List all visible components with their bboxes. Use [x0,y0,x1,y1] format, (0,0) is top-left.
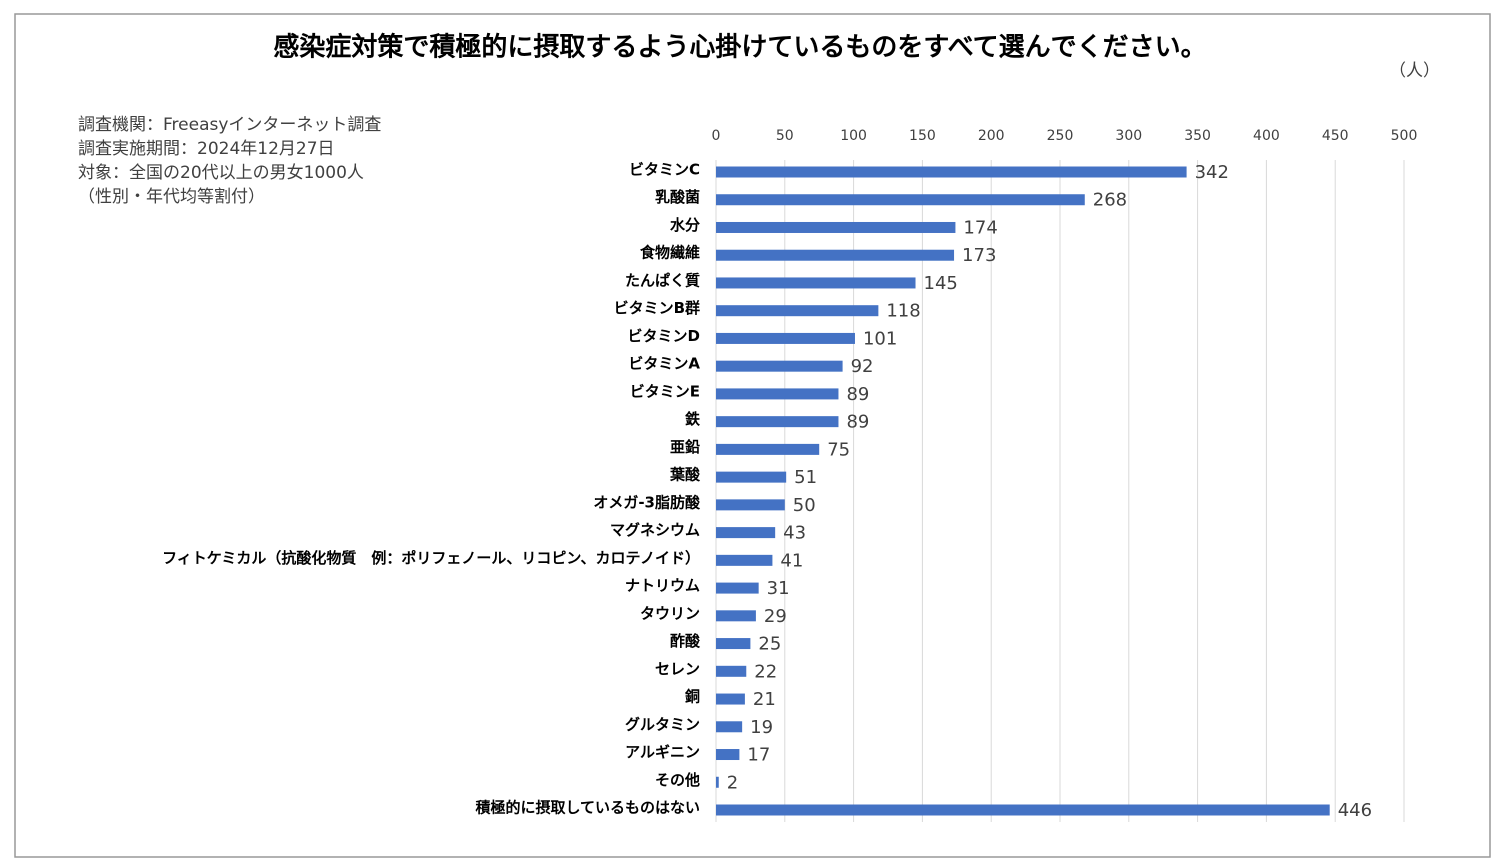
value-label: 174 [963,217,997,238]
category-label: 乳酸菌 [655,188,700,206]
value-label: 446 [1338,800,1372,821]
bar [716,471,787,483]
category-label: 水分 [670,216,700,234]
x-tick-label: 50 [776,128,794,144]
bar [716,638,751,650]
unit-label: （人） [1389,61,1440,81]
value-label: 342 [1195,162,1229,183]
x-tick-label: 300 [1115,128,1142,144]
bar [716,249,955,261]
category-label: グルタミン [625,715,700,733]
value-label: 50 [793,495,816,516]
category-label: アルギニン [625,743,700,761]
bar [716,443,820,455]
value-label: 41 [780,550,803,571]
x-tick-label: 100 [840,128,867,144]
category-label: オメガ-3脂肪酸 [593,493,701,511]
category-label: タウリン [640,604,700,622]
value-label: 21 [753,689,776,710]
x-tick-label: 400 [1253,128,1280,144]
bar [716,277,916,289]
value-label: 2 [727,772,738,793]
bar [716,749,740,761]
bar [716,166,1187,178]
category-label: 食物繊維 [640,244,700,262]
bar [716,554,773,566]
category-label: ビタミンD [628,327,700,345]
value-label: 118 [886,301,920,322]
bar [716,360,843,372]
x-tick-label: 450 [1322,128,1349,144]
bar [716,721,743,733]
x-tick-label: 150 [909,128,936,144]
value-label: 173 [962,245,996,266]
frame [14,13,1491,858]
category-label: 亜鉛 [670,438,700,456]
value-label: 51 [794,467,817,488]
value-label: 75 [827,439,850,460]
value-label: 19 [750,717,773,738]
category-label: マグネシウム [610,521,700,539]
category-label: たんぱく質 [625,271,700,289]
category-label: 銅 [685,688,700,706]
note: 調査機関：Freeasyインターネット調査 [78,115,381,135]
bar [716,332,855,344]
value-label: 22 [754,661,777,682]
category-label: 鉄 [685,410,700,428]
category-label: 葉酸 [669,466,701,484]
value-label: 29 [764,606,787,627]
bar [716,527,776,539]
x-tick-label: 200 [978,128,1005,144]
value-label: 89 [846,384,869,405]
value-label: 31 [767,578,790,599]
value-label: 89 [846,412,869,433]
category-label: ビタミンB群 [614,299,700,317]
bar [716,776,719,788]
category-label: 積極的に摂取しているものはない [474,799,700,817]
value-label: 17 [747,745,770,766]
category-label: ビタミンE [630,382,700,400]
category-label: 酢酸 [670,632,701,650]
note: 調査実施期間：2024年12月27日 [78,139,335,159]
category-label: ナトリウム [625,577,700,595]
value-label: 101 [863,328,897,349]
bar [716,804,1330,816]
bar [716,416,839,428]
x-tick-label: 250 [1047,128,1074,144]
x-tick-label: 350 [1184,128,1211,144]
bar [716,388,839,400]
bar [716,665,747,677]
value-label: 43 [783,523,806,544]
bar [716,194,1085,206]
bar [716,693,745,705]
note: （性別・年代均等割付） [78,187,265,207]
category-label: ビタミンC [629,161,700,179]
bar [716,305,879,317]
bar [716,499,785,511]
chart-title: 感染症対策で積極的に摂取するよう心掛けているものをすべて選んでください。 [273,32,1206,63]
bar [716,610,756,622]
category-label: その他 [655,771,700,789]
value-label: 25 [758,634,781,655]
note: 対象：全国の20代以上の男女1000人 [78,163,364,183]
value-label: 92 [851,356,874,377]
value-label: 145 [924,273,958,294]
x-tick-label: 500 [1391,128,1418,144]
x-tick-label: 0 [712,128,721,144]
bar [716,221,956,233]
category-label: ビタミンA [628,355,700,373]
category-label: セレン [655,660,700,678]
category-label: フィトケミカル（抗酸化物質 例：ポリフェノール、リコピン、カロテノイド） [162,549,700,567]
value-label: 268 [1093,190,1127,211]
bar [716,582,759,594]
